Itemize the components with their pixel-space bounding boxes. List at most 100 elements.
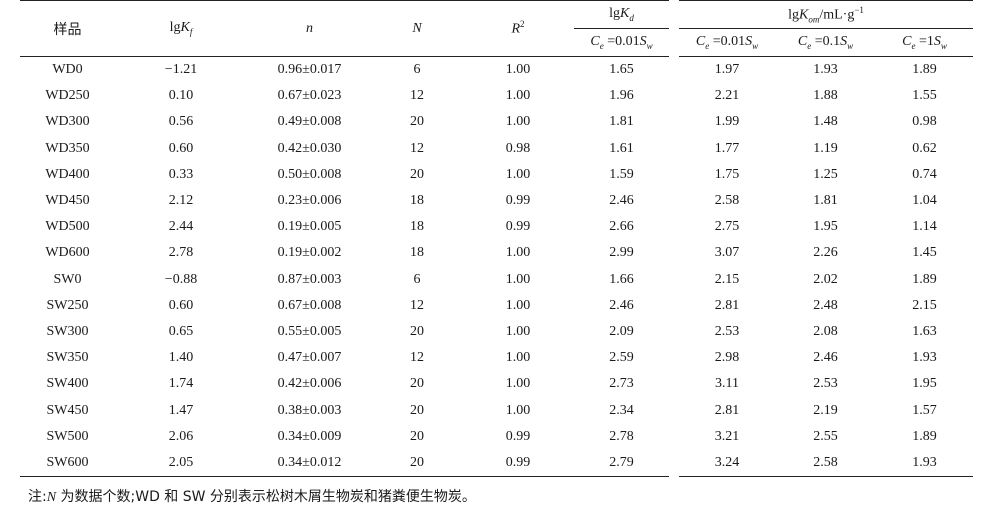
value-cell: 0.67±0.023 xyxy=(277,88,342,104)
value-cell: 1.61 xyxy=(609,140,634,156)
value-cell: 2.55 xyxy=(813,428,838,444)
value-cell: 2.99 xyxy=(609,245,634,261)
value-cell: 20 xyxy=(410,114,424,130)
value-cell: 2.06 xyxy=(168,428,194,444)
value-cell: 1.57 xyxy=(912,402,937,418)
value-cell: 2.79 xyxy=(574,449,674,477)
value-cell: 1.99 xyxy=(669,109,775,136)
sample-cell: SW300 xyxy=(46,323,89,339)
value-cell: 1.63 xyxy=(912,323,937,339)
value-cell: 0.98 xyxy=(912,114,937,130)
value-cell: 1.89 xyxy=(912,62,937,78)
value-cell: 2.12 xyxy=(168,193,194,209)
sample-cell: WD600 xyxy=(45,245,90,261)
value-cell: 1.00 xyxy=(505,376,531,392)
value-cell: 0.67±0.008 xyxy=(277,297,342,313)
header-cond-2: Ce =0.1Sw xyxy=(797,34,854,51)
value-cell: 1.95 xyxy=(912,376,937,392)
value-cell: 2.21 xyxy=(669,83,775,110)
value-cell: 2.78 xyxy=(168,245,194,261)
sample-cell: WD500 xyxy=(45,219,90,235)
value-cell: 0.23±0.006 xyxy=(277,193,342,209)
value-cell: 1.55 xyxy=(912,88,937,104)
header-lgkf: lgKf xyxy=(169,20,193,37)
table-row: WD0 −1.21 0.96±0.017 6 1.00 1.65 1.97 1.93 1.89 xyxy=(20,56,973,84)
value-cell: 1.00 xyxy=(505,166,531,182)
value-cell: 2.81 xyxy=(669,292,775,319)
value-cell: 1.89 xyxy=(912,271,937,287)
value-cell: 1.00 xyxy=(505,350,531,366)
value-cell: 20 xyxy=(410,376,424,392)
value-cell: 3.07 xyxy=(669,240,775,267)
value-cell: 2.53 xyxy=(669,318,775,346)
value-cell: 1.00 xyxy=(505,271,531,287)
value-cell: 2.34 xyxy=(609,402,634,418)
sample-cell: WD0 xyxy=(52,62,83,78)
value-cell: 0.47±0.007 xyxy=(277,350,342,366)
value-cell: 1.00 xyxy=(505,402,531,418)
value-cell: 1.04 xyxy=(912,193,937,209)
table-row: WD400 0.33 0.50±0.008 20 1.00 1.59 1.75 1.25 0.7… xyxy=(20,161,973,188)
value-cell: 0.55±0.005 xyxy=(277,323,342,339)
value-cell: 20 xyxy=(410,402,424,418)
sample-cell: SW350 xyxy=(46,350,89,366)
sample-cell: SW450 xyxy=(46,402,89,418)
value-cell: 2.98 xyxy=(669,345,775,372)
value-cell: 2.26 xyxy=(813,245,838,261)
value-cell: 0.60 xyxy=(168,297,194,313)
table-footnote: 注:N 为数据个数;WD 和 SW 分别表示松树木屑生物炭和猪粪便生物炭。 xyxy=(28,489,476,505)
value-cell: 0.65 xyxy=(168,323,194,339)
value-cell: 0.33 xyxy=(168,166,194,182)
sample-cell: WD400 xyxy=(45,166,90,182)
sample-cell: WD350 xyxy=(45,140,90,156)
table-body: WD0 −1.21 0.96±0.017 6 1.00 1.65 1.97 1.93 1.89 W… xyxy=(20,56,973,477)
value-cell: 20 xyxy=(410,323,424,339)
header-row-1: 样品 lgKf n N R2 lgKd lgKom/mL·g−1 xyxy=(20,0,973,38)
value-cell: 0.50±0.008 xyxy=(277,166,342,182)
header-cond-kd: Ce =0.01Sw xyxy=(590,34,653,51)
value-cell: 2.59 xyxy=(609,350,634,366)
value-cell: 2.58 xyxy=(669,187,775,215)
table-row: WD500 2.44 0.19±0.005 18 0.99 2.66 2.75 1.95 1.1… xyxy=(20,214,973,241)
value-cell: 1.45 xyxy=(912,245,937,261)
sample-cell: SW400 xyxy=(46,376,89,392)
table-row: SW450 1.47 0.38±0.003 20 1.00 2.34 2.81 2.19 1.5… xyxy=(20,397,973,424)
header-lgkom: lgKom/mL·g−1 xyxy=(669,0,973,29)
value-cell: 2.78 xyxy=(609,428,634,444)
value-cell: 0.42±0.006 xyxy=(277,376,342,392)
table-row: WD350 0.60 0.42±0.030 12 0.98 1.61 1.77 1.19 0.6… xyxy=(20,135,973,162)
value-cell: 1.48 xyxy=(813,114,838,130)
data-table: 样品 lgKf n N R2 lgKd lgKom/mL·g−1 Ce =0.0… xyxy=(20,0,973,477)
value-cell: 1.93 xyxy=(813,62,838,78)
value-cell: 2.81 xyxy=(669,397,775,424)
value-cell: 0.99 xyxy=(462,449,574,477)
value-cell: 0.60 xyxy=(168,140,194,156)
value-cell: 1.65 xyxy=(609,62,634,78)
value-cell: −1.21 xyxy=(164,62,198,78)
value-cell: 1.00 xyxy=(505,114,531,130)
value-cell: 2.75 xyxy=(669,214,775,241)
value-cell: 1.66 xyxy=(609,271,634,287)
table-row: SW0 −0.88 0.87±0.003 6 1.00 1.66 2.15 2.02 1.89 xyxy=(20,266,973,293)
value-cell: 6 xyxy=(413,271,421,287)
sample-cell: SW500 xyxy=(46,428,89,444)
value-cell: −0.88 xyxy=(164,271,198,287)
value-cell: 2.02 xyxy=(813,271,838,287)
value-cell: 6 xyxy=(413,62,421,78)
table-row: SW400 1.74 0.42±0.006 20 1.00 2.73 3.11 2.53 1.9… xyxy=(20,371,973,398)
value-cell: 0.42±0.030 xyxy=(277,140,342,156)
sample-cell: WD300 xyxy=(45,114,90,130)
value-cell: 0.38±0.003 xyxy=(277,402,342,418)
value-cell: 3.24 xyxy=(669,449,775,477)
value-cell: 0.34±0.009 xyxy=(277,428,342,444)
value-cell: 18 xyxy=(410,193,424,209)
value-cell: 1.95 xyxy=(813,219,838,235)
value-cell: 0.99 xyxy=(505,428,531,444)
sample-cell: WD250 xyxy=(45,88,90,104)
value-cell: 3.21 xyxy=(669,423,775,450)
value-cell: 1.59 xyxy=(609,166,634,182)
value-cell: 12 xyxy=(410,88,424,104)
value-cell: 1.89 xyxy=(912,428,937,444)
sample-cell: SW0 xyxy=(53,271,82,287)
value-cell: 18 xyxy=(410,245,424,261)
